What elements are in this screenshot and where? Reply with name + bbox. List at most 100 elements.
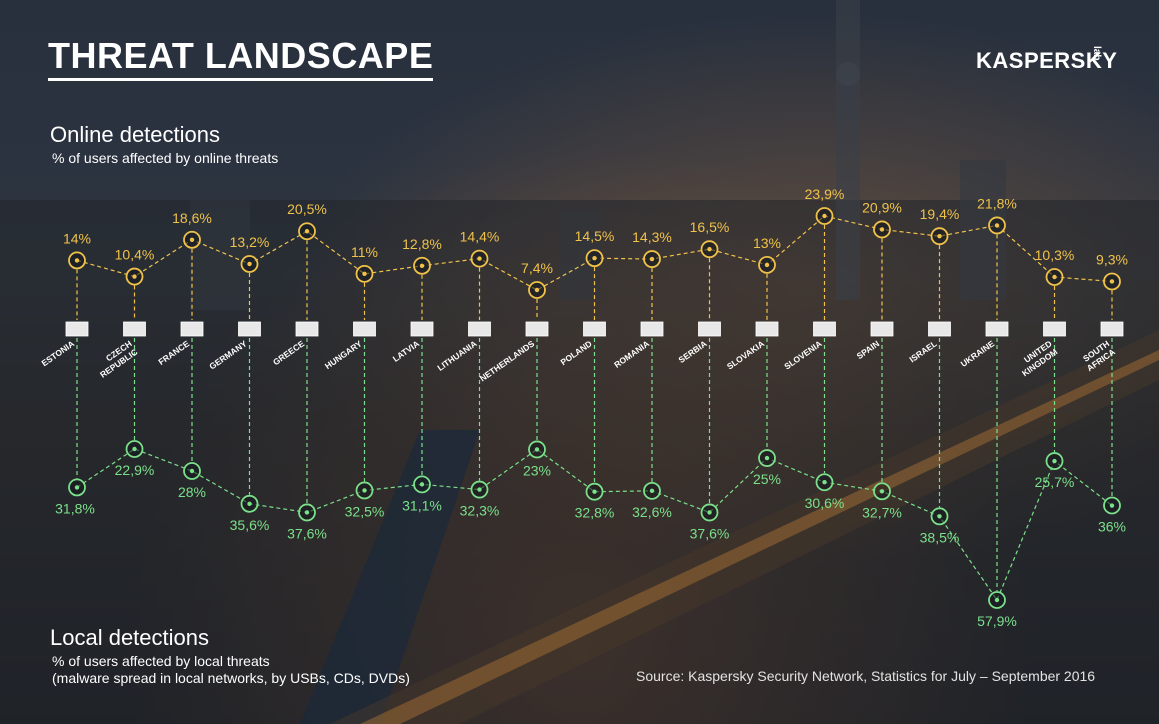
local-value-label: 31,8% (55, 500, 95, 516)
local-point-dot (937, 514, 942, 519)
online-point-dot (822, 213, 827, 219)
country-flag (468, 321, 491, 337)
country-label: SPAIN (855, 338, 882, 361)
local-point-dot (74, 485, 80, 490)
country-flag (525, 321, 549, 337)
kaspersky-logo: KASPERSKY (976, 48, 1118, 73)
online-point-dot (1052, 274, 1057, 280)
country-flag (295, 321, 319, 337)
local-value-label: 25% (753, 471, 781, 487)
country-label-line: SLOVAKIA (725, 338, 766, 371)
online-value-label: 9,3% (1096, 251, 1128, 267)
online-value-label: 14,3% (632, 229, 672, 245)
country-label-line: GREECE (271, 338, 306, 367)
local-section-subtitle-line2: (malware spread in local networks, by US… (52, 670, 410, 686)
country-label-line: FRANCE (156, 338, 191, 367)
local-value-label: 57,9% (977, 613, 1017, 629)
local-value-label: 30,6% (805, 495, 845, 511)
country-label: UKRAINE (959, 338, 997, 369)
country-label-line: ISRAEL (907, 338, 938, 364)
online-value-label: 12,8% (402, 236, 442, 252)
country-label-line: LATVIA (391, 338, 421, 363)
online-value-label: 10,4% (115, 247, 155, 263)
local-point-dot (362, 488, 367, 493)
country-flag (1043, 321, 1066, 337)
local-point-dot (247, 501, 252, 506)
local-point-dot (764, 455, 770, 461)
country-label: SERBIA (677, 338, 709, 365)
local-value-label: 38,5% (920, 529, 960, 545)
local-point-dot (132, 446, 137, 452)
country-flag (928, 321, 951, 337)
local-section-title: Local detections (50, 625, 209, 650)
online-point-dot (362, 271, 367, 277)
local-point-dot (994, 597, 1000, 603)
country-label: LITHUANIA (435, 338, 478, 372)
online-value-label: 19,4% (920, 206, 960, 222)
country-label: ROMANIA (612, 338, 651, 369)
online-point-dot (879, 227, 885, 232)
online-value-label: 14,4% (460, 229, 500, 245)
country-label-line: SERBIA (677, 338, 709, 365)
country-label-line: POLAND (559, 338, 594, 367)
online-point-dot (304, 229, 310, 234)
country-label: GREECE (271, 338, 306, 367)
online-point-dot (247, 261, 252, 267)
source-note: Source: Kaspersky Security Network, Stat… (636, 668, 1096, 684)
country-label: UNITEDKINGDOM (1014, 338, 1059, 378)
country-label-line: UKRAINE (959, 338, 997, 369)
local-point-dot (649, 488, 655, 494)
country-label: NETHERLANDS (478, 338, 537, 383)
country-label: LATVIA (391, 338, 421, 363)
online-value-label: 16,5% (690, 219, 730, 235)
online-point-dot (1109, 279, 1115, 284)
local-point-dot (419, 482, 425, 487)
local-value-label: 23% (523, 462, 551, 478)
local-value-label: 36% (1098, 519, 1126, 535)
local-value-label: 32,3% (460, 503, 500, 519)
online-section-subtitle: % of users affected by online threats (52, 150, 279, 166)
online-value-label: 13% (753, 235, 781, 251)
local-value-label: 35,6% (230, 517, 270, 533)
country-flag (65, 321, 89, 337)
country-flag (985, 321, 1009, 337)
country-label-line: SLOVENIA (782, 338, 823, 371)
country-label-line: SPAIN (855, 338, 882, 361)
local-point-dot (1109, 503, 1115, 508)
online-value-label: 20,5% (287, 201, 327, 217)
online-value-label: 13,2% (230, 234, 270, 250)
local-value-label: 32,5% (345, 503, 385, 519)
local-value-label: 25,7% (1035, 474, 1075, 490)
online-value-label: 10,3% (1035, 247, 1075, 263)
local-section-subtitle-line1: % of users affected by local threats (52, 653, 270, 669)
online-point-dot (994, 223, 1000, 228)
online-point-dot (592, 255, 597, 261)
page-title: THREAT LANDSCAPE (48, 36, 434, 81)
online-point-dot (707, 246, 712, 252)
online-point-dot (74, 258, 80, 263)
country-label-line: ESTONIA (40, 338, 77, 368)
online-point-dot (534, 287, 540, 293)
country-label-line: NETHERLANDS (478, 338, 537, 383)
online-point-dot (764, 262, 770, 268)
online-value-label: 21,8% (977, 195, 1017, 211)
local-point-dot (1052, 458, 1057, 464)
online-point-dot (419, 263, 425, 268)
online-point-dot (132, 274, 137, 279)
online-value-label: 23,9% (805, 186, 845, 202)
country-label: SOUTHAFRICA (1079, 338, 1117, 373)
local-point-dot (477, 487, 482, 492)
country-label: GERMANY (207, 338, 249, 371)
online-value-label: 14,5% (575, 228, 615, 244)
country-flag (870, 321, 894, 337)
country-label: POLAND (559, 338, 594, 367)
country-flag (180, 321, 204, 337)
country-flag (640, 321, 664, 337)
country-flag (813, 321, 836, 337)
local-value-label: 37,6% (287, 525, 327, 541)
country-flag (353, 321, 376, 337)
country-flag (410, 321, 434, 337)
